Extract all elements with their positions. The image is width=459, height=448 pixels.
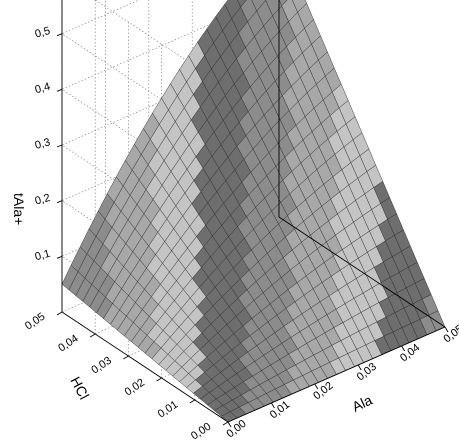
z-tick-label: 0,4 xyxy=(34,81,52,97)
z-tick-label: 0,1 xyxy=(34,248,52,264)
grid-line xyxy=(61,0,267,200)
x-tick-mark xyxy=(401,345,405,352)
x-axis-label: Ala xyxy=(350,392,375,415)
x-tick-mark xyxy=(444,326,449,333)
surface-cell xyxy=(237,0,247,8)
y-tick-mark xyxy=(123,355,129,360)
x-tick-mark xyxy=(314,383,319,390)
z-tick-label: 0,5 xyxy=(34,25,52,41)
y-tick-label: 0,02 xyxy=(123,377,147,399)
surface-mesh xyxy=(61,0,446,423)
frame-edge xyxy=(61,311,229,423)
z-tick-mark xyxy=(56,88,63,92)
frame-edge xyxy=(227,326,446,423)
frame-edge xyxy=(278,216,446,328)
y-tick-label: 0,00 xyxy=(189,421,213,443)
y-tick-label: 0,03 xyxy=(89,355,113,377)
y-tick-label: 0,01 xyxy=(156,399,180,421)
y-tick-mark xyxy=(156,377,162,382)
x-tick-mark xyxy=(227,421,232,428)
z-tick-mark xyxy=(56,144,63,148)
z-tick-mark xyxy=(56,33,63,37)
z-tick-label: 0,2 xyxy=(34,192,52,208)
y-tick-mark xyxy=(56,311,63,316)
z-tick-mark xyxy=(56,255,63,259)
x-tick-mark xyxy=(357,364,362,371)
z-axis-label: tAla+ xyxy=(11,193,27,225)
x-tick-mark xyxy=(271,402,275,409)
y-tick-mark xyxy=(222,421,229,426)
y-tick-mark xyxy=(89,333,96,338)
y-tick-mark xyxy=(189,399,196,404)
z-axis-ticks: 0,10,20,30,40,50,6 xyxy=(34,25,63,264)
y-tick-label: 0,05 xyxy=(23,311,47,333)
y-axis-label: HCl xyxy=(67,374,92,402)
z-tick-mark xyxy=(56,200,63,204)
y-tick-label: 0,04 xyxy=(56,333,80,355)
z-tick-label: 0,3 xyxy=(34,136,52,152)
